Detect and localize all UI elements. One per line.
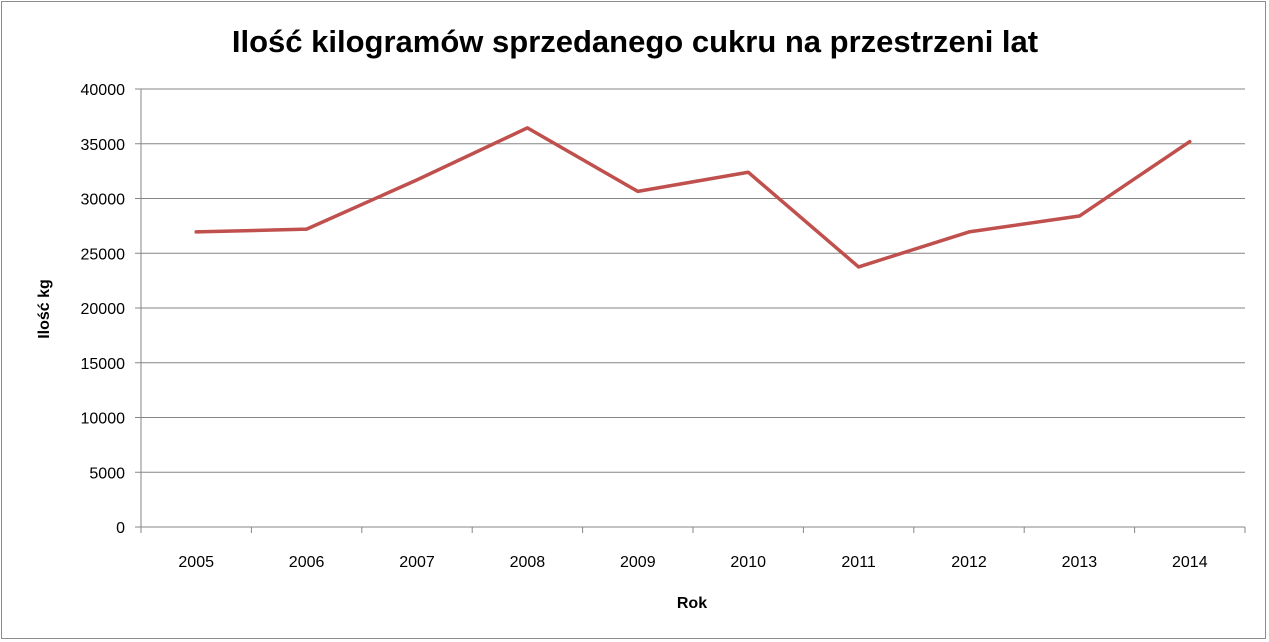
- x-tick-label: 2009: [620, 554, 656, 571]
- y-tick-label: 25000: [81, 246, 126, 263]
- y-axis-label: Ilość kg: [36, 279, 53, 339]
- x-tick-label: 2006: [289, 554, 325, 571]
- data-point: [967, 230, 971, 234]
- y-tick-label: 30000: [81, 192, 126, 209]
- series: [194, 126, 1192, 269]
- series-line: [194, 126, 1192, 269]
- data-point: [305, 227, 309, 231]
- y-tick-label: 5000: [89, 465, 125, 482]
- x-tick-label: 2013: [1062, 554, 1098, 571]
- data-point: [525, 126, 529, 130]
- y-tick-label: 0: [116, 520, 125, 537]
- x-tick-label: 2012: [951, 554, 987, 571]
- y-tick-labels: 0 5000 10000 15000 20000 25000 30000 35000 40000: [81, 82, 126, 537]
- grid-lines: [141, 88, 1245, 473]
- x-axis-label: Rok: [677, 595, 707, 612]
- x-tick-label: 2005: [178, 554, 214, 571]
- y-tick-label: 20000: [81, 301, 126, 318]
- y-tick-label: 15000: [81, 356, 126, 373]
- x-tick-label: 2014: [1172, 554, 1208, 571]
- x-tick-labels: 2005 2006 2007 2008 2009 2010 2011 2012 2013 2014: [178, 554, 1207, 571]
- y-tick-label: 10000: [81, 411, 126, 428]
- data-point: [194, 230, 198, 234]
- data-point: [746, 170, 750, 174]
- data-point: [636, 189, 640, 193]
- data-point: [1077, 214, 1081, 218]
- x-tick-label: 2007: [399, 554, 435, 571]
- chart-title: Ilość kilogramów sprzedanego cukru na pr…: [232, 24, 1038, 59]
- x-tick-label: 2008: [510, 554, 546, 571]
- y-tick-label: 35000: [81, 137, 126, 154]
- data-point: [1188, 140, 1192, 144]
- y-tick-label: 40000: [81, 82, 126, 99]
- data-point: [415, 178, 419, 182]
- axes: [135, 88, 1246, 533]
- data-point: [857, 265, 861, 269]
- x-tick-label: 2010: [730, 554, 766, 571]
- x-tick-label: 2011: [841, 554, 876, 571]
